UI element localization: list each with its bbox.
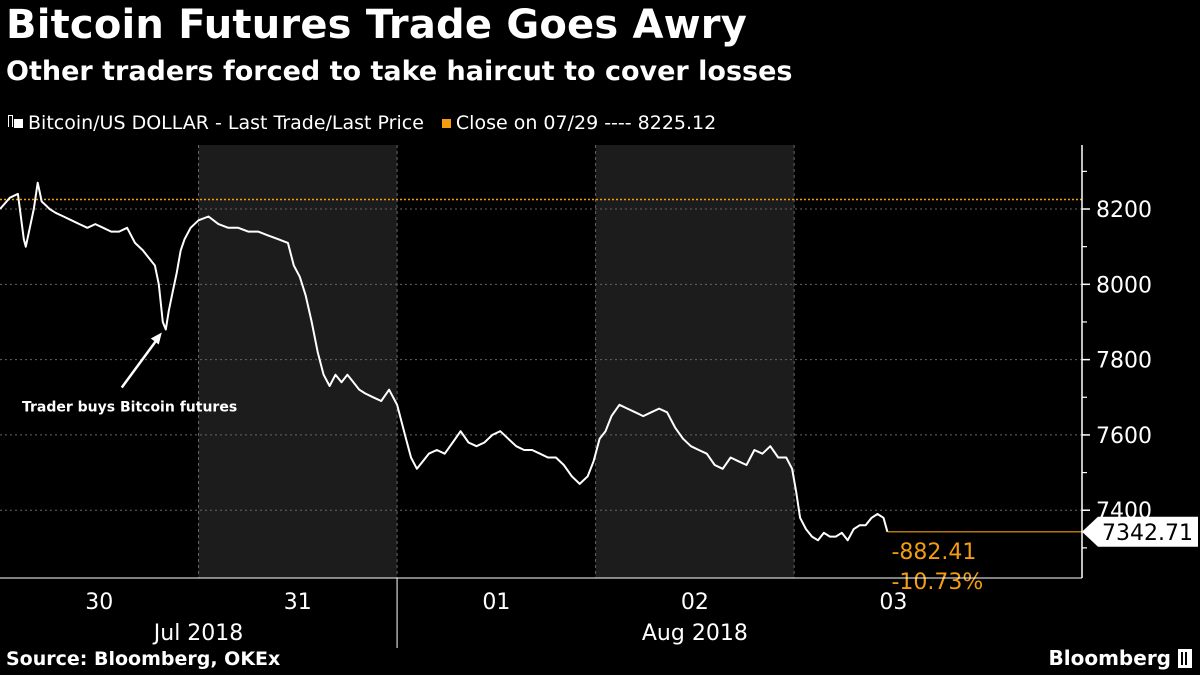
annotation-arrowhead (150, 332, 162, 345)
annotation-arrow (120, 337, 159, 389)
change-absolute: -882.41 (891, 540, 976, 565)
x-tick-label: 31 (284, 590, 312, 615)
brand-name: Bloomberg (1048, 646, 1171, 670)
y-tick-label: 7600 (1096, 424, 1152, 449)
y-tick-label: 8000 (1096, 273, 1152, 298)
legend-label-series: Bitcoin/US DOLLAR - Last Trade/Last Pric… (28, 112, 424, 134)
x-month-label: Jul 2018 (152, 621, 244, 646)
last-value-badge: 7342.71 (1082, 516, 1198, 547)
annotation: Trader buys Bitcoin futures (22, 332, 237, 415)
x-tick-label: 30 (85, 590, 113, 615)
last-value-label: 7342.71 (1102, 521, 1193, 546)
legend-label-close: Close on 07/29 ---- 8225.12 (455, 112, 717, 134)
price-series-line (0, 181, 889, 542)
weekend-shading (198, 145, 795, 578)
vertical-gridlines (198, 145, 795, 578)
y-tick-label: 7800 (1096, 349, 1152, 374)
legend: Bitcoin/US DOLLAR - Last Trade/Last Pric… (8, 112, 734, 134)
annotation-text: Trader buys Bitcoin futures (22, 399, 237, 415)
legend-item-close: Close on 07/29 ---- 8225.12 (441, 112, 717, 134)
sparkline-icon (8, 115, 13, 127)
source-note: Source: Bloomberg, OKEx (6, 648, 281, 670)
brand-logo: Bloomberg (1049, 646, 1192, 670)
bloomberg-terminal-icon (1178, 648, 1192, 668)
last-value-badge-shape (1082, 516, 1198, 547)
legend-item-series: Bitcoin/US DOLLAR - Last Trade/Last Pric… (8, 112, 424, 134)
chart-subtitle: Other traders forced to take haircut to … (6, 56, 793, 87)
x-month-label: Aug 2018 (642, 621, 748, 646)
legend-swatch-close (441, 118, 451, 128)
x-tick-label: 03 (879, 590, 907, 615)
x-tick-label: 02 (681, 590, 709, 615)
horizontal-gridlines (0, 208, 1082, 511)
shade-band (595, 145, 795, 578)
chart-title: Bitcoin Futures Trade Goes Awry (6, 2, 748, 48)
x-tick-label: 01 (482, 590, 510, 615)
shade-band (198, 145, 398, 578)
x-axis: 30 31 01 02 03 Jul 2018 Aug 2018 (0, 577, 1082, 648)
y-tick-label: 8200 (1096, 198, 1152, 223)
change-percent: -10.73% (891, 570, 983, 595)
legend-swatch-series (14, 118, 23, 128)
